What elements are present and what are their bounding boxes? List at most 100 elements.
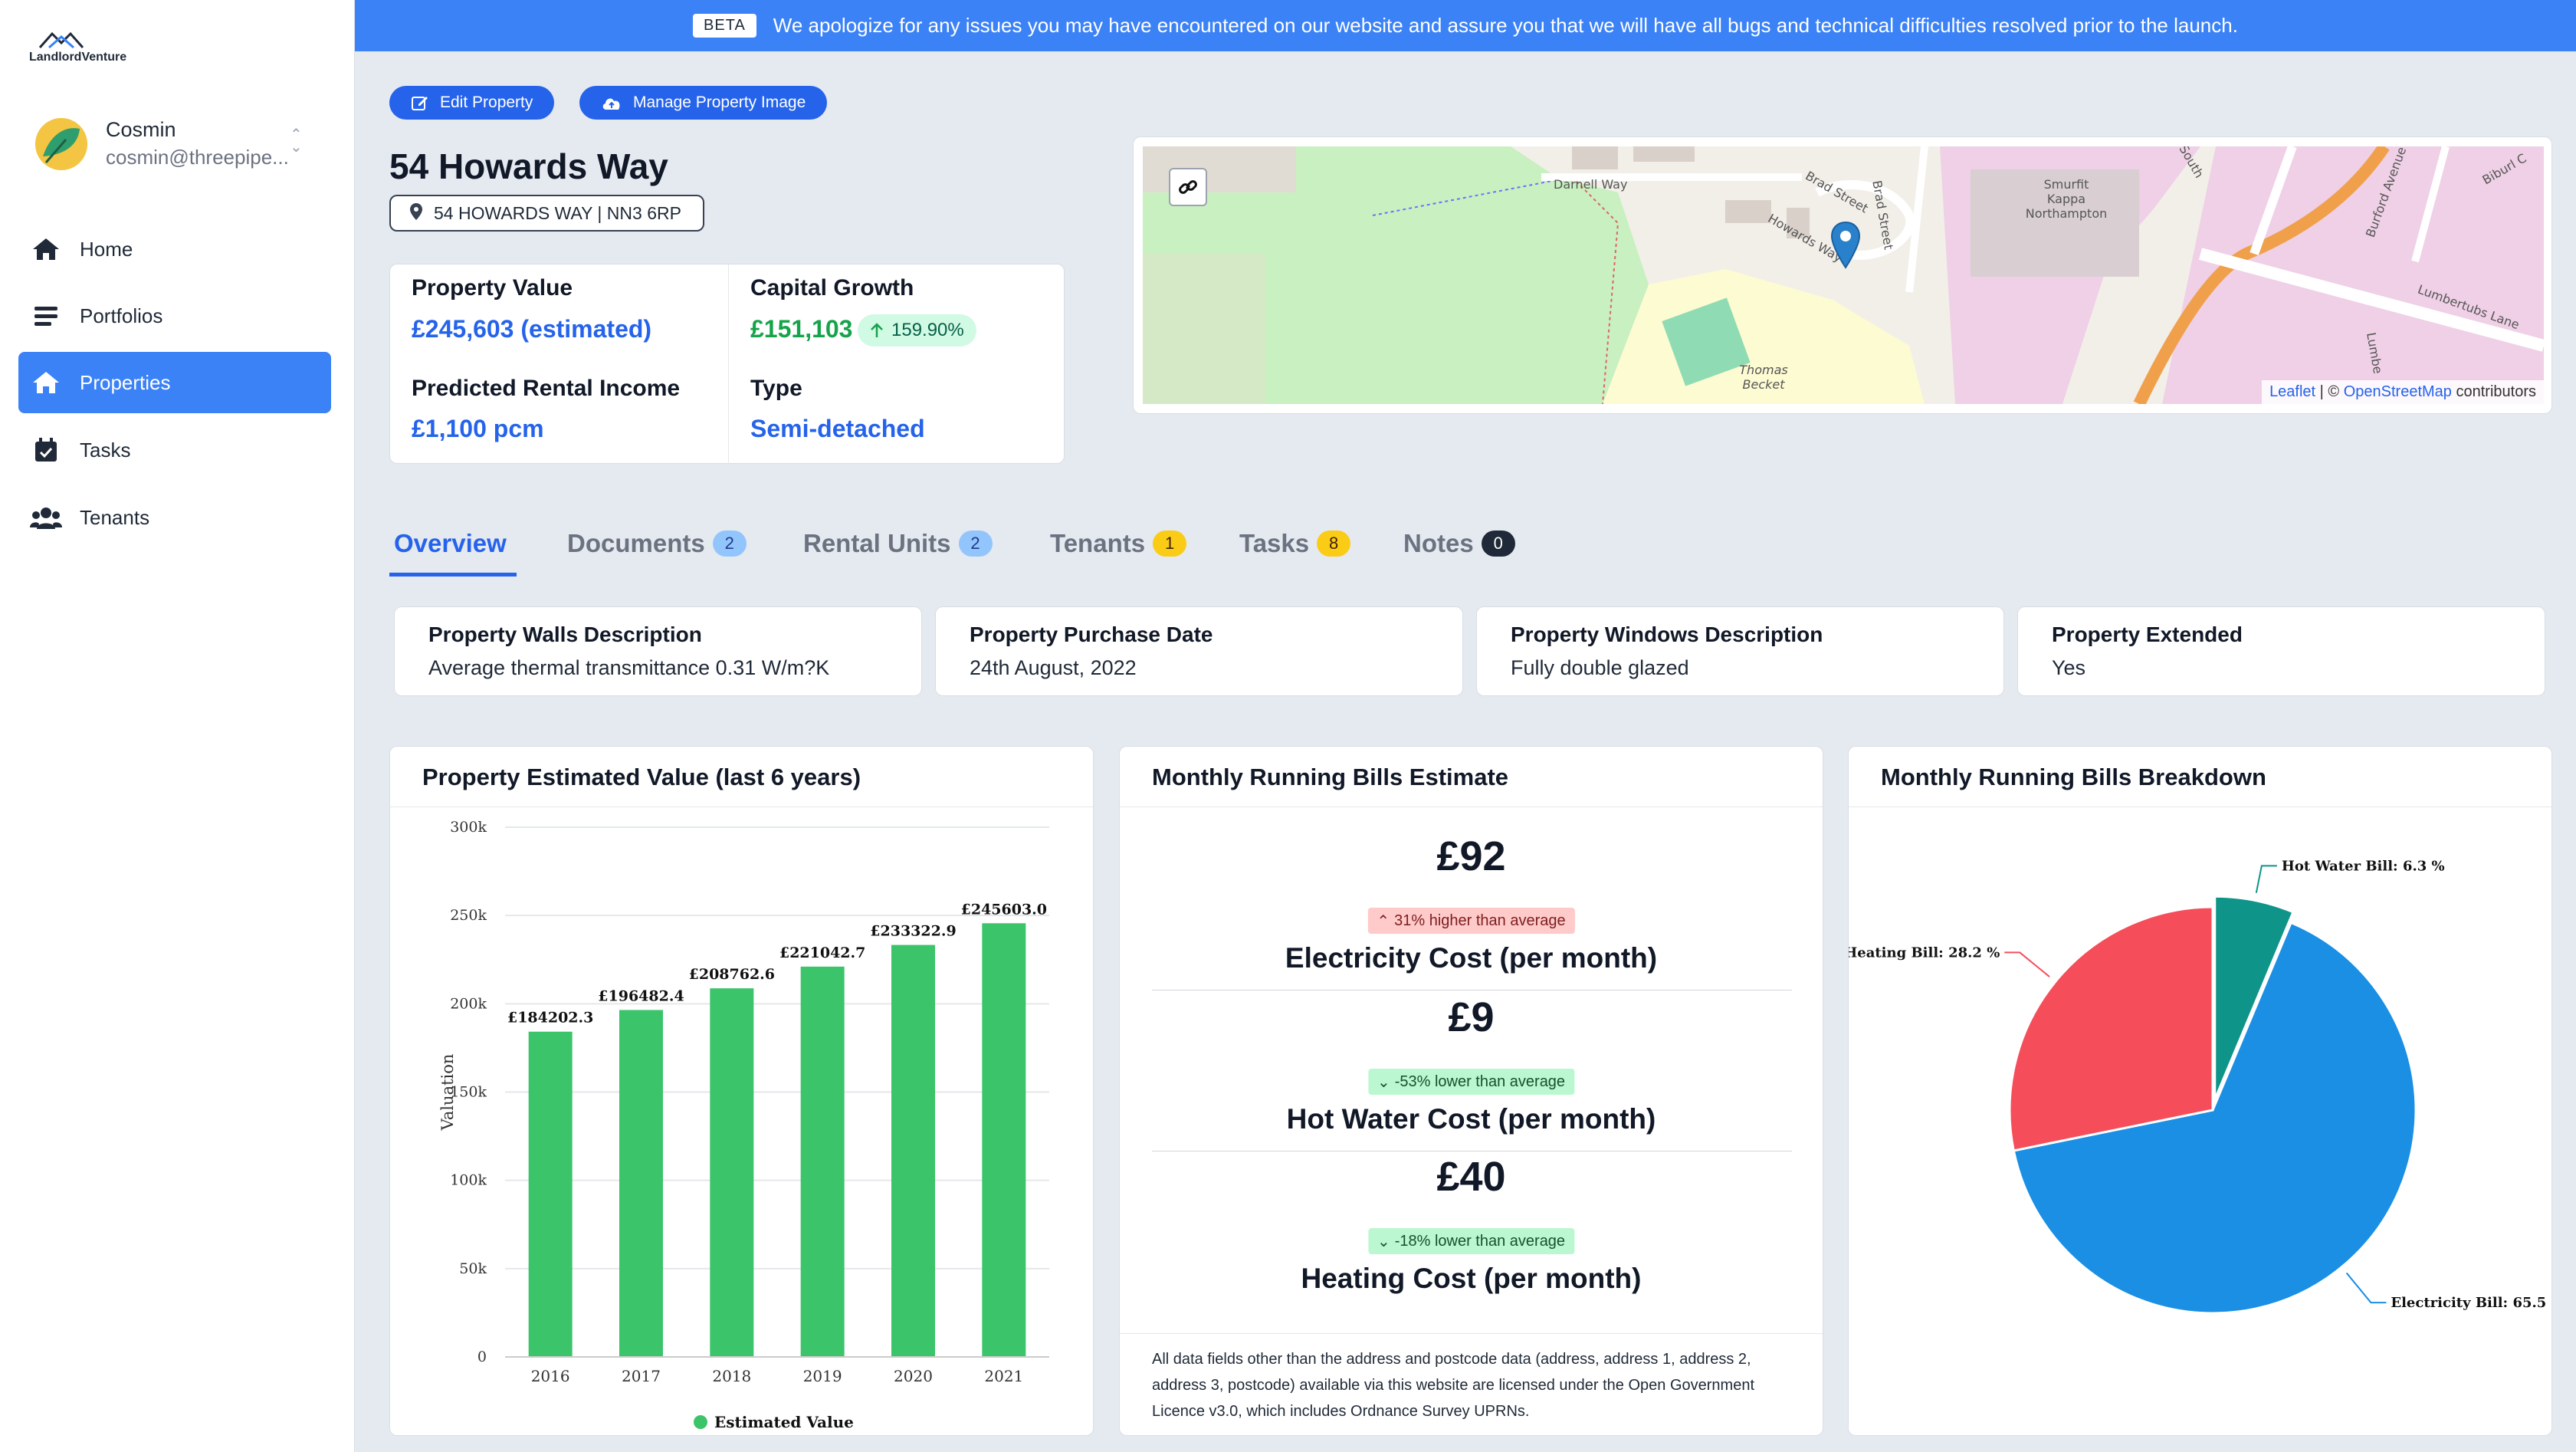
sidebar-item-tasks[interactable]: Tasks xyxy=(18,419,331,481)
property-value: £245,603 (estimated) xyxy=(412,315,652,343)
bills-breakdown-panel: Monthly Running Bills Breakdown Hot Wate… xyxy=(1848,746,2552,1436)
x-tick-label: 2017 xyxy=(622,1367,661,1385)
list-icon xyxy=(29,304,63,327)
divider xyxy=(390,806,1093,807)
user-menu[interactable]: Cosmin cosmin@threepipe... ⌃ ⌄ xyxy=(35,113,319,175)
tab-overview[interactable]: Overview xyxy=(394,529,507,558)
beta-banner: BETA We apologize for any issues you may… xyxy=(355,0,2576,51)
heating-amount: £40 xyxy=(1436,1154,1506,1200)
hot-water-comparison-badge: ⌄ -53% lower than average xyxy=(1367,1069,1575,1095)
map-marker-icon[interactable] xyxy=(1830,221,1861,273)
estimated-value-panel: Property Estimated Value (last 6 years) … xyxy=(389,746,1094,1436)
attribution-suffix: contributors xyxy=(2451,383,2536,400)
slice-label: Heating Bill: 28.2 % xyxy=(1849,944,2000,961)
hot-water-amount: £9 xyxy=(1448,994,1495,1040)
bar xyxy=(982,923,1026,1357)
slice-connector xyxy=(2345,1272,2387,1304)
calendar-check-icon xyxy=(29,437,63,463)
type-value: Semi-detached xyxy=(750,415,925,442)
hot-water-label: Hot Water Cost (per month) xyxy=(1286,1103,1656,1135)
manage-image-label: Manage Property Image xyxy=(633,94,806,111)
edit-property-button[interactable]: Edit Property xyxy=(389,86,555,120)
electricity-label: Electricity Cost (per month) xyxy=(1285,942,1658,974)
sidebar-item-home[interactable]: Home xyxy=(18,218,331,280)
property-stats-card: Property Value £245,603 (estimated) Capi… xyxy=(389,264,1065,465)
avatar xyxy=(35,118,87,170)
property-map[interactable]: Darnell Way Brad Street Brad Street Howa… xyxy=(1143,146,2544,404)
running-bills-panel: Monthly Running Bills Estimate £92 ⌃ 31% … xyxy=(1119,746,1823,1436)
sidebar: LandlordVenture Cosmin cosmin@threepipe.… xyxy=(0,0,355,1452)
tab-documents[interactable]: Documents 2 xyxy=(567,529,747,558)
growth-percent: 159.90% xyxy=(891,320,964,340)
house-icon xyxy=(29,370,63,395)
chevron-up-down-icon[interactable]: ⌃ ⌄ xyxy=(290,126,303,156)
detail-label: Property Walls Description xyxy=(428,623,702,646)
tab-rental-units[interactable]: Rental Units 2 xyxy=(803,529,993,558)
panel-title: Property Estimated Value (last 6 years) xyxy=(422,764,861,790)
badge-text: 31% higher than average xyxy=(1394,912,1566,929)
bar xyxy=(619,1010,663,1357)
map-label: Smurfit Kappa Northampton xyxy=(2025,177,2108,221)
pie-slice xyxy=(2012,921,2417,1315)
x-tick-label: 2019 xyxy=(803,1367,842,1385)
beta-badge: BETA xyxy=(693,14,756,38)
edit-property-label: Edit Property xyxy=(440,94,533,111)
sidebar-item-portfolios[interactable]: Portfolios xyxy=(18,285,331,347)
sidebar-item-properties[interactable]: Properties xyxy=(18,352,331,413)
data-label: £208762.6 xyxy=(689,966,775,983)
licence-text: All data fields other than the address a… xyxy=(1152,1351,1755,1420)
sidebar-item-label: Tasks xyxy=(80,438,131,462)
map-label: Darnell Way xyxy=(1554,177,1628,192)
detail-value: Average thermal transmittance 0.31 W/m?K xyxy=(428,656,830,679)
user-email: cosmin@threepipe... xyxy=(106,146,289,169)
sidebar-item-label: Properties xyxy=(80,370,171,394)
leaflet-link[interactable]: Leaflet xyxy=(2269,383,2316,400)
detail-label: Property Windows Description xyxy=(1511,623,1823,646)
bar xyxy=(710,988,754,1357)
sidebar-item-label: Tenants xyxy=(80,505,150,529)
tab-notes[interactable]: Notes 0 xyxy=(1403,529,1515,558)
y-tick-label: 150k xyxy=(450,1084,487,1101)
slice-connector xyxy=(2004,951,2050,977)
app-name: LandlordVenture xyxy=(29,51,127,64)
bar xyxy=(528,1031,573,1357)
data-label: £184202.3 xyxy=(507,1010,593,1027)
heating-comparison-badge: ⌄ -18% lower than average xyxy=(1367,1228,1575,1254)
pie-slice xyxy=(2213,895,2295,1100)
slice-label: Hot Water Bill: 6.3 % xyxy=(2282,858,2445,874)
detail-card-purchase-date: Property Purchase Date 24th August, 2022 xyxy=(935,606,1463,696)
legend-label: Estimated Value xyxy=(714,1413,854,1431)
chevron-down-icon: ⌄ xyxy=(1377,1073,1390,1091)
home-icon xyxy=(29,237,63,261)
app-logo[interactable]: LandlordVenture xyxy=(29,28,136,66)
badge-text: -53% lower than average xyxy=(1394,1073,1566,1090)
tab-label: Tenants xyxy=(1050,529,1146,557)
data-label: £196482.4 xyxy=(598,987,684,1004)
attribution-separator: | © xyxy=(2315,383,2344,400)
heating-label: Heating Cost (per month) xyxy=(1301,1263,1642,1294)
link-icon[interactable] xyxy=(1169,168,1207,206)
page-title: 54 Howards Way xyxy=(389,146,668,186)
tab-count-badge: 1 xyxy=(1153,531,1187,557)
detail-card-windows: Property Windows Description Fully doubl… xyxy=(1476,606,2004,696)
active-tab-indicator xyxy=(389,573,517,577)
detail-label: Property Extended xyxy=(2052,623,2243,646)
y-tick-label: 250k xyxy=(450,907,487,924)
legend-marker xyxy=(694,1415,707,1429)
cloud-upload-icon xyxy=(601,94,622,111)
sidebar-item-tenants[interactable]: Tenants xyxy=(18,487,331,548)
tab-label: Tasks xyxy=(1239,529,1310,557)
tab-tenants[interactable]: Tenants 1 xyxy=(1050,529,1187,558)
y-tick-label: 200k xyxy=(450,995,487,1012)
y-tick-label: 100k xyxy=(450,1172,487,1189)
x-tick-label: 2020 xyxy=(894,1367,933,1385)
type-label: Type xyxy=(750,376,802,401)
openstreetmap-link[interactable]: OpenStreetMap xyxy=(2343,383,2452,400)
detail-card-extended: Property Extended Yes xyxy=(2017,606,2545,696)
capital-growth-label: Capital Growth xyxy=(750,275,914,301)
x-tick-label: 2018 xyxy=(712,1367,751,1385)
manage-property-image-button[interactable]: Manage Property Image xyxy=(579,86,828,120)
tab-tasks[interactable]: Tasks 8 xyxy=(1239,529,1351,558)
map-tiles xyxy=(1143,146,2544,404)
bar xyxy=(800,966,845,1357)
